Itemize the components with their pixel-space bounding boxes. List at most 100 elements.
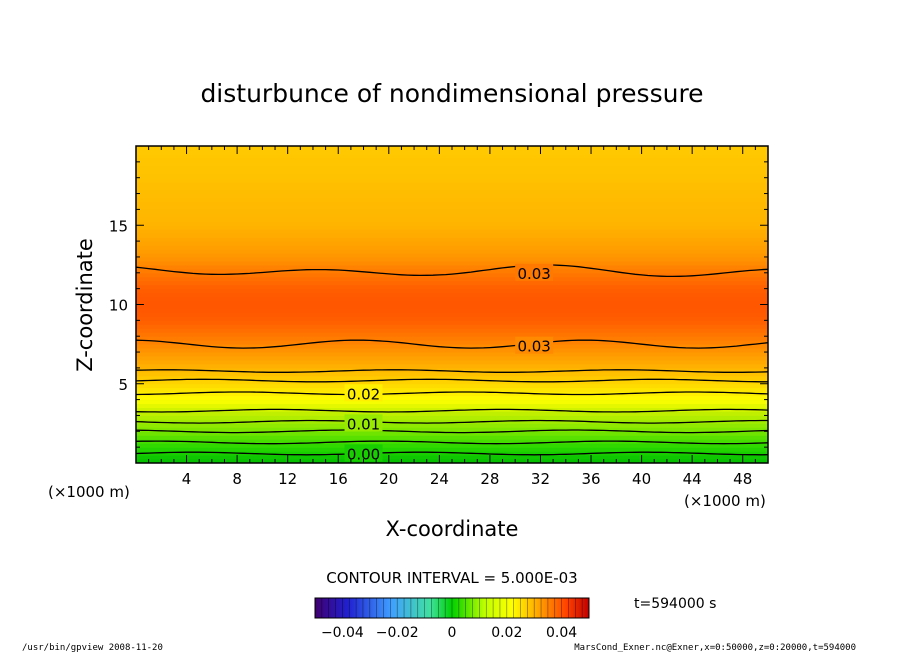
- field-band: [136, 177, 768, 183]
- field-band: [136, 454, 768, 460]
- field-band: [136, 395, 768, 401]
- contour-line: [136, 408, 768, 413]
- field-band: [136, 434, 768, 440]
- field-band: [136, 391, 768, 397]
- field-band: [136, 414, 768, 420]
- field-band: [136, 260, 768, 266]
- field-band: [136, 315, 768, 321]
- x-tick-label: 28: [480, 470, 499, 488]
- field-band: [136, 339, 768, 345]
- y-tick-label: 5: [118, 376, 128, 394]
- contour-label-bg: [515, 336, 554, 354]
- x-tick-label: 4: [182, 470, 192, 488]
- field-band: [136, 181, 768, 187]
- y-axis: 5 10 15: [109, 161, 768, 448]
- field-band: [136, 446, 768, 452]
- x-axis: 4 8 12 16 20 24 28 32 36 40 44 48: [148, 146, 756, 488]
- y-axis-label: Z-coordinate: [73, 238, 97, 372]
- field-band: [136, 311, 768, 317]
- contour-label-bg: [344, 414, 383, 432]
- field-band: [136, 327, 768, 333]
- field-band: [136, 359, 768, 365]
- contour-line: [136, 339, 768, 349]
- x-tick-label: 24: [430, 470, 449, 488]
- field-band: [136, 355, 768, 361]
- plot-area: [136, 146, 768, 463]
- field-band: [136, 232, 768, 238]
- x-tick-label: 8: [232, 470, 242, 488]
- field-band: [136, 351, 768, 357]
- contour-line: [136, 440, 768, 445]
- footer-right: MarsCond_Exner.nc@Exner,x=0:50000,z=0:20…: [574, 643, 856, 653]
- field-band: [136, 189, 768, 195]
- field-band: [136, 335, 768, 341]
- colorbar-ticks: −0.04 −0.02 0 0.02 0.04: [321, 625, 577, 641]
- contour-label: 0.01: [347, 415, 380, 433]
- field-band: [136, 169, 768, 175]
- field-band: [136, 379, 768, 385]
- x-axis-label: X-coordinate: [386, 517, 519, 541]
- field-band: [136, 161, 768, 167]
- field-band: [136, 442, 768, 448]
- field-band: [136, 276, 768, 282]
- field-band: [136, 371, 768, 377]
- x-tick-label: 16: [329, 470, 348, 488]
- contour-line: [136, 419, 768, 424]
- field-band: [136, 426, 768, 432]
- contour-labels: 0.03 0.03 0.02 0.01 0.00: [344, 263, 554, 463]
- colorbar-tick-label: 0: [448, 625, 457, 641]
- contour-line: [136, 451, 768, 456]
- contour-label: 0.03: [517, 338, 550, 356]
- field-band: [136, 367, 768, 373]
- contour-label: 0.02: [347, 385, 380, 403]
- field-band: [136, 430, 768, 436]
- field-band: [136, 284, 768, 290]
- field-band: [136, 387, 768, 393]
- contour-label-bg: [515, 263, 554, 281]
- field-band: [136, 292, 768, 298]
- field-band: [136, 197, 768, 202]
- field-band: [136, 185, 768, 191]
- field-band: [136, 157, 768, 163]
- field-band: [136, 204, 768, 210]
- field-band: [136, 153, 768, 159]
- field-band: [136, 228, 768, 234]
- field-band: [136, 236, 768, 242]
- x-unit-right: (×1000 m): [684, 492, 766, 510]
- field-band: [136, 240, 768, 246]
- field-band: [136, 347, 768, 353]
- field-band: [136, 323, 768, 329]
- field-band: [136, 280, 768, 286]
- colorbar-tick-label: −0.02: [376, 625, 419, 641]
- x-tick-label: 48: [733, 470, 752, 488]
- x-tick-label: 36: [581, 470, 600, 488]
- field-band: [136, 343, 768, 349]
- field-band: [136, 438, 768, 444]
- field-band: [136, 256, 768, 262]
- contour-label: 0.03: [517, 265, 550, 283]
- contour-label-bg: [344, 444, 383, 462]
- x-unit-left: (×1000 m): [48, 483, 130, 501]
- field-band: [136, 410, 768, 416]
- x-tick-label: 44: [683, 470, 702, 488]
- field-band: [136, 216, 768, 222]
- field-band: [136, 252, 768, 258]
- contour-line: [136, 264, 768, 278]
- contour-line: [136, 429, 768, 434]
- field-band: [136, 208, 768, 214]
- field-band: [136, 193, 768, 199]
- field-band: [136, 383, 768, 389]
- field-band: [136, 212, 768, 218]
- x-tick-label: 32: [531, 470, 550, 488]
- contour-line: [136, 369, 768, 373]
- y-tick-label: 10: [109, 297, 128, 315]
- colorbar-tick-label: 0.04: [546, 625, 577, 641]
- field-band: [136, 375, 768, 381]
- field-band: [136, 296, 768, 302]
- contour-lines: [136, 264, 768, 456]
- field-band: [136, 220, 768, 226]
- field-band: [136, 165, 768, 171]
- x-tick-label: 12: [278, 470, 297, 488]
- colorbar-tick-label: 0.02: [491, 625, 522, 641]
